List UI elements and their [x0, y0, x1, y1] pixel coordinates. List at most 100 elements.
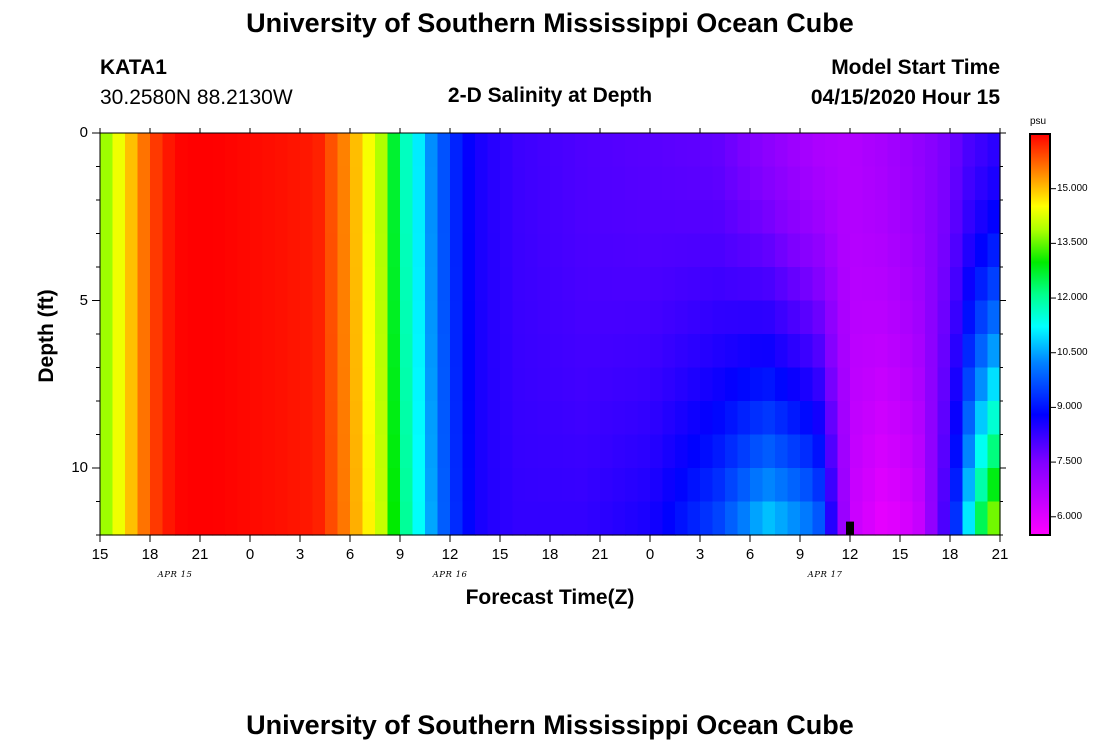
heatmap-cell: [887, 501, 901, 536]
heatmap-cell: [700, 133, 714, 168]
heatmap-cell: [625, 133, 639, 168]
heatmap-cell: [262, 300, 276, 335]
heatmap-cell: [362, 300, 376, 335]
heatmap-cell: [850, 233, 864, 268]
heatmap-cell: [262, 401, 276, 436]
heatmap-cell: [200, 434, 214, 469]
heatmap-cell: [937, 200, 951, 235]
heatmap-cell: [137, 434, 151, 469]
heatmap-cell: [400, 501, 414, 536]
heatmap-cell: [737, 334, 751, 369]
heatmap-cell: [262, 267, 276, 302]
heatmap-cell: [475, 434, 489, 469]
heatmap-cell: [462, 300, 476, 335]
heatmap-cell: [987, 468, 1001, 503]
heatmap-cell: [225, 233, 239, 268]
x-tick-label: 18: [541, 546, 559, 563]
heatmap-cell: [725, 133, 739, 168]
heatmap-cell: [437, 166, 451, 201]
colorbar-tick-label: 7.500: [1057, 456, 1083, 468]
heatmap-cell: [487, 434, 501, 469]
heatmap-cell: [600, 367, 614, 402]
heatmap-cell: [875, 501, 889, 536]
heatmap-cell: [387, 501, 401, 536]
heatmap-cell: [400, 468, 414, 503]
heatmap-cell: [162, 468, 176, 503]
heatmap-cell: [112, 300, 126, 335]
heatmap-cell: [325, 501, 339, 536]
heatmap-cell: [562, 434, 576, 469]
heatmap-cell: [275, 501, 289, 536]
heatmap-cell: [437, 334, 451, 369]
heatmap-cell: [150, 434, 164, 469]
heatmap-cell: [612, 501, 626, 536]
heatmap-cell: [787, 401, 801, 436]
heatmap-cell: [175, 334, 189, 369]
heatmap-cell: [300, 434, 314, 469]
heatmap-cell: [112, 133, 126, 168]
heatmap-cell: [912, 334, 926, 369]
heatmap-cell: [875, 367, 889, 402]
heatmap-cell: [762, 468, 776, 503]
heatmap-cell: [512, 468, 526, 503]
heatmap-cell: [437, 367, 451, 402]
heatmap-cell: [750, 501, 764, 536]
heatmap-cell: [337, 133, 351, 168]
heatmap-cell: [375, 267, 389, 302]
heatmap-cell: [637, 300, 651, 335]
heatmap-cell: [862, 468, 876, 503]
heatmap-cell: [925, 367, 939, 402]
heatmap-cell: [450, 233, 464, 268]
heatmap-cell: [750, 367, 764, 402]
heatmap-cell: [900, 267, 914, 302]
heatmap-cell: [625, 200, 639, 235]
heatmap-cell: [487, 166, 501, 201]
heatmap-cell: [750, 468, 764, 503]
heatmap-cell: [650, 166, 664, 201]
heatmap-cell: [537, 401, 551, 436]
heatmap-cell: [587, 367, 601, 402]
heatmap-cell: [425, 501, 439, 536]
heatmap-cell: [725, 200, 739, 235]
heatmap-cell: [487, 468, 501, 503]
heatmap-cell: [575, 367, 589, 402]
heatmap-cell: [112, 334, 126, 369]
heatmap-cell: [450, 334, 464, 369]
heatmap-cell: [825, 166, 839, 201]
heatmap-cell: [187, 300, 201, 335]
heatmap-cell: [825, 468, 839, 503]
x-tick-label: 9: [795, 546, 805, 563]
heatmap-cell: [237, 233, 251, 268]
heatmap-cell: [525, 334, 539, 369]
heatmap-cell: [212, 166, 226, 201]
heatmap-cell: [337, 501, 351, 536]
heatmap-cell: [912, 267, 926, 302]
heatmap-cell: [487, 501, 501, 536]
heatmap-cell: [925, 133, 939, 168]
heatmap-cell: [150, 133, 164, 168]
heatmap-cell: [637, 434, 651, 469]
heatmap-cell: [862, 133, 876, 168]
heatmap-cell: [337, 200, 351, 235]
heatmap-cell: [275, 200, 289, 235]
heatmap-cell: [625, 401, 639, 436]
heatmap-cell: [537, 200, 551, 235]
heatmap-cell: [850, 166, 864, 201]
heatmap-cell: [612, 367, 626, 402]
heatmap-cell: [387, 434, 401, 469]
heatmap-cell: [150, 334, 164, 369]
heatmap-cell: [662, 233, 676, 268]
heatmap-cell: [212, 501, 226, 536]
heatmap-cell: [262, 334, 276, 369]
heatmap-cell: [162, 300, 176, 335]
heatmap-cell: [325, 401, 339, 436]
heatmap-cell: [600, 334, 614, 369]
heatmap-cell: [500, 166, 514, 201]
colorbar-unit: psu: [1030, 116, 1047, 127]
heatmap-cell: [162, 367, 176, 402]
heatmap-cell: [837, 166, 851, 201]
heatmap-cell: [175, 367, 189, 402]
heatmap-cell: [812, 166, 826, 201]
heatmap-cell: [887, 401, 901, 436]
heatmap-cell: [575, 133, 589, 168]
